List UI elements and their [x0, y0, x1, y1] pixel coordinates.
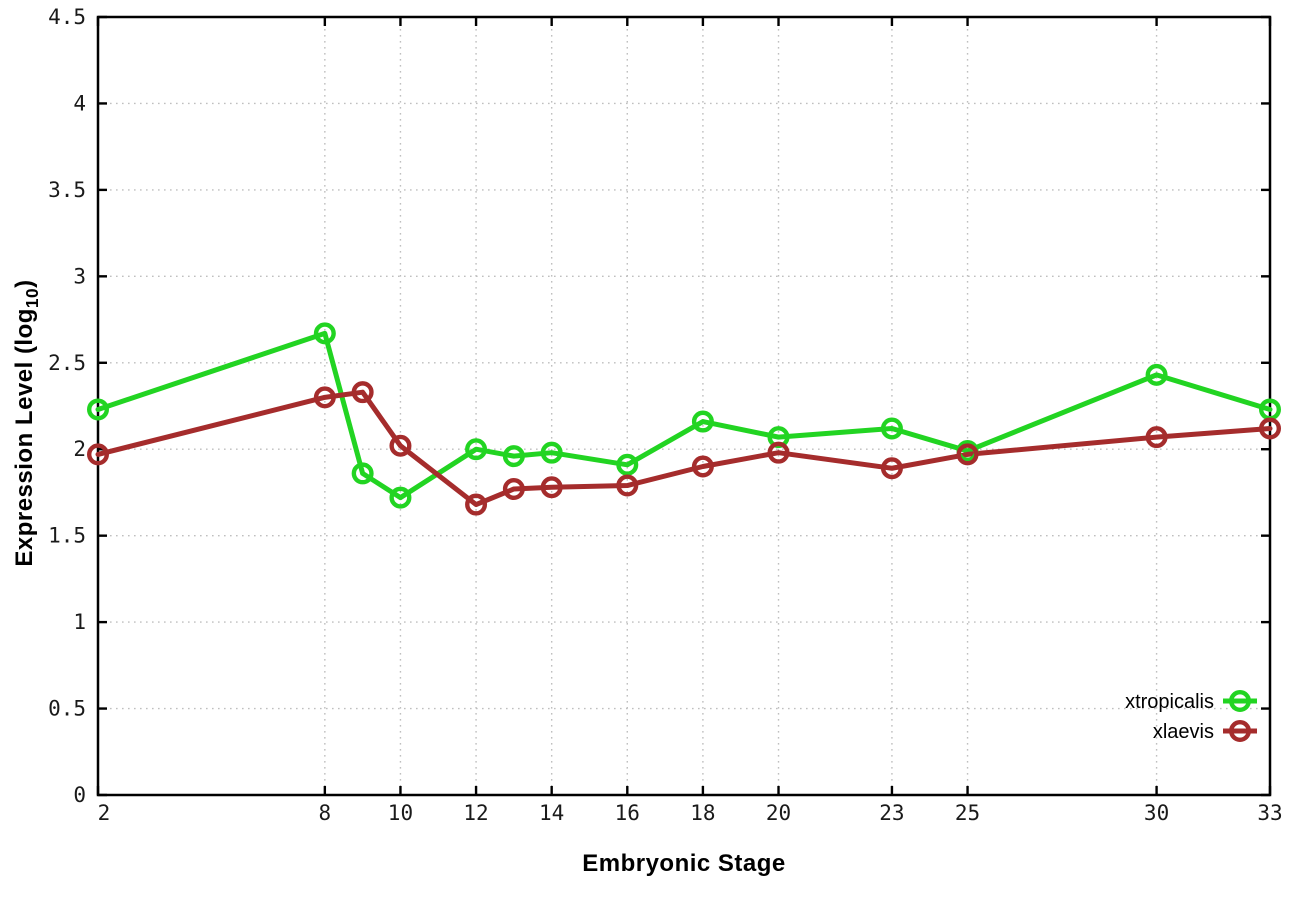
grid [98, 17, 1270, 795]
y-tick-label: 0.5 [48, 697, 86, 721]
y-tick-label: 2.5 [48, 351, 86, 375]
plot-frame [96, 15, 1272, 797]
legend-item-xlaevis: xlaevis [1153, 720, 1257, 743]
data-point-marker [880, 417, 903, 440]
y-axis-title-subscript: 10 [21, 287, 42, 309]
data-point-marker [616, 474, 639, 497]
x-tick-label: 8 [319, 801, 332, 825]
data-point-marker [1258, 417, 1281, 440]
data-point-marker [956, 443, 979, 466]
y-tick-label: 2 [73, 437, 86, 461]
data-point-marker [313, 386, 336, 409]
y-tick-label: 4 [73, 91, 86, 115]
legend-label: xtropicalis [1125, 691, 1214, 713]
data-point-marker [616, 453, 639, 476]
series-markers-xtropicalis [86, 322, 1281, 509]
y-axis-title-post: ) [11, 279, 39, 288]
data-point-marker [389, 486, 412, 509]
data-point-marker [86, 443, 109, 466]
y-tick-label: 1.5 [48, 524, 86, 548]
x-tick-label: 30 [1144, 801, 1169, 825]
data-point-marker [389, 434, 412, 457]
legend-label: xlaevis [1153, 721, 1214, 743]
y-tick-label: 4.5 [48, 5, 86, 29]
y-tick-label: 1 [73, 610, 86, 634]
data-point-marker [767, 441, 790, 464]
data-point-marker [540, 441, 563, 464]
y-tick-label: 3.5 [48, 178, 86, 202]
legend-marker [1228, 720, 1251, 743]
data-point-marker [351, 462, 374, 485]
y-axis-title-pre: Expression Level (log [11, 308, 39, 567]
x-axis-title-text: Embryonic Stage [582, 850, 786, 877]
data-point-marker [691, 455, 714, 478]
tick-marks [96, 15, 1272, 797]
x-tick-label: 18 [690, 801, 715, 825]
data-point-marker [880, 457, 903, 480]
data-point-marker [465, 493, 488, 516]
x-tick-label: 33 [1257, 801, 1282, 825]
data-point-marker [86, 398, 109, 421]
legend-marker [1228, 690, 1251, 713]
data-point-marker [1145, 426, 1168, 449]
y-tick-label: 3 [73, 264, 86, 288]
series-line-xlaevis [95, 389, 1273, 508]
data-point-marker [465, 438, 488, 461]
x-tick-label: 25 [955, 801, 980, 825]
x-tick-label: 14 [539, 801, 564, 825]
data-point-marker [313, 322, 336, 345]
data-point-marker [502, 445, 525, 468]
x-tick-label: 10 [388, 801, 413, 825]
data-point-marker [351, 381, 374, 404]
data-point-marker [1145, 363, 1168, 386]
data-point-marker [502, 477, 525, 500]
legend: xtropicalis xlaevis [1125, 690, 1257, 743]
x-tick-labels: 2 8 10 12 14 16 18 20 23 25 30 33 [98, 801, 1283, 825]
x-tick-label: 23 [879, 801, 904, 825]
x-axis-title: Embryonic Stage [98, 850, 1270, 878]
x-tick-label: 12 [463, 801, 488, 825]
data-point-marker [540, 476, 563, 499]
data-point-marker [691, 410, 714, 433]
x-tick-label: 20 [766, 801, 791, 825]
series-markers-xlaevis [86, 381, 1281, 516]
legend-item-xtropicalis: xtropicalis [1125, 690, 1257, 713]
y-axis-title: Expression Level (log10) [11, 279, 43, 566]
y-tick-labels: 0 0.5 1 1.5 2 2.5 3 3.5 4 4.5 [48, 5, 86, 807]
x-tick-label: 16 [615, 801, 640, 825]
x-tick-label: 2 [98, 801, 111, 825]
y-tick-label: 0 [73, 783, 86, 807]
